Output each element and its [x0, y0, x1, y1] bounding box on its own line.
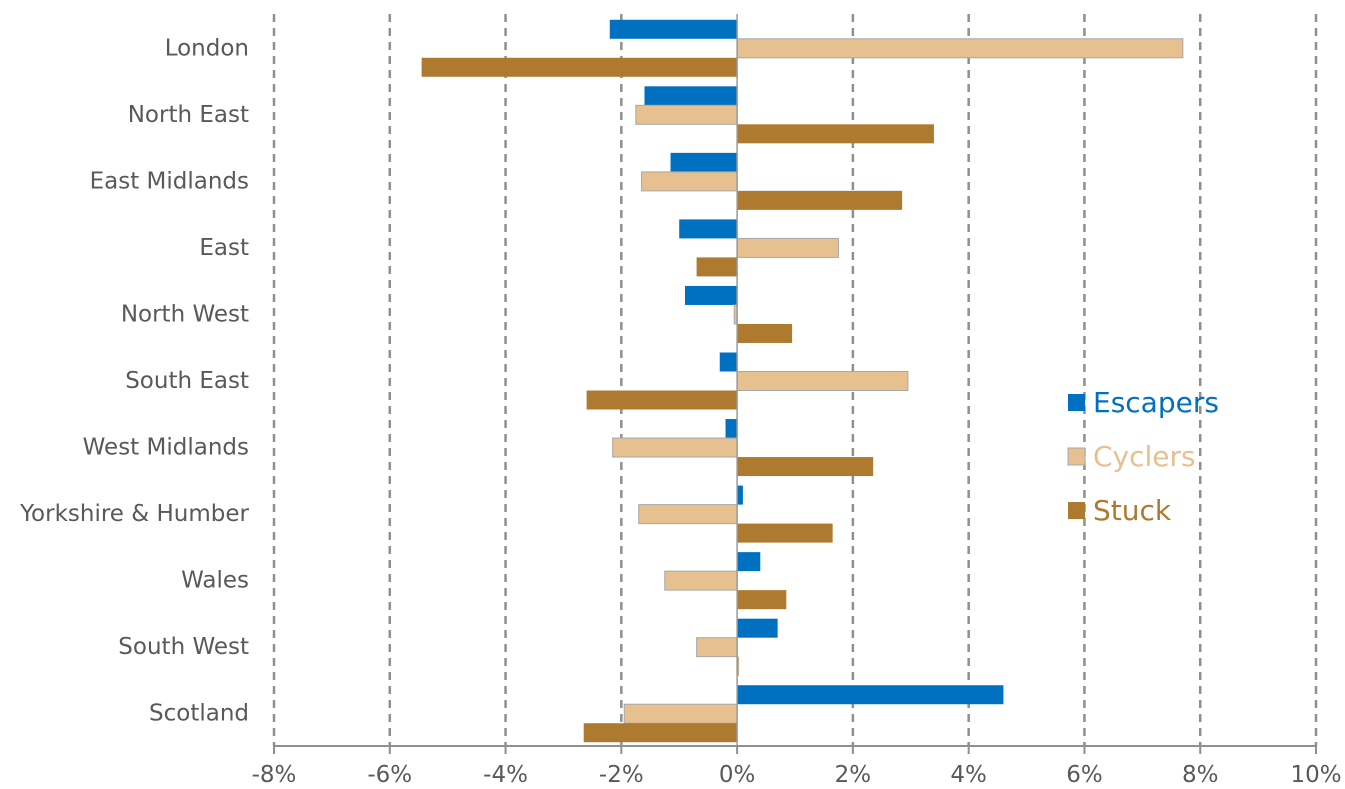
category-label: North West: [121, 301, 249, 327]
bar-cyclers-1: [635, 104, 738, 125]
bar-stuck-7: [737, 523, 833, 543]
bar-stuck-1: [737, 124, 934, 144]
bar-stuck-5: [586, 390, 738, 410]
bar-stuck-4: [737, 323, 793, 343]
legend: Escapers Cyclers Stuck: [1067, 386, 1219, 527]
category-label: West Midlands: [83, 435, 249, 461]
legend-label-escapers: Escapers: [1093, 386, 1219, 419]
bar-cyclers-10: [623, 703, 738, 724]
bar-cyclers-5: [736, 371, 909, 391]
bar-stuck-6: [737, 457, 874, 477]
bar-cyclers-3: [736, 237, 839, 258]
legend-label-cyclers: Cyclers: [1093, 440, 1196, 473]
bar-escapers-8: [737, 552, 761, 572]
bars: [421, 19, 1184, 743]
x-tick-label: 10%: [1290, 762, 1341, 788]
category-label: London: [165, 35, 249, 61]
x-tick-label: 2%: [835, 762, 872, 788]
category-label: Scotland: [149, 701, 249, 727]
bar-cyclers-7: [638, 504, 738, 525]
tick-labels: -8% -6% -4% -2% 0% 2% 4% 6% 8% 10%: [252, 762, 1342, 788]
legend-label-stuck: Stuck: [1093, 494, 1172, 527]
category-label: Yorkshire & Humber: [19, 501, 249, 527]
category-label: East Midlands: [90, 168, 249, 194]
bar-escapers-3: [679, 219, 738, 239]
bar-cyclers-8: [664, 570, 738, 591]
bar-escapers-9: [737, 618, 778, 638]
legend-swatch-stuck: [1068, 502, 1085, 519]
bar-cyclers-9: [696, 637, 738, 658]
bar-escapers-0: [609, 19, 738, 39]
category-labels: London North East East Midlands East North W…: [19, 35, 249, 726]
bar-stuck-10: [583, 723, 738, 743]
x-tick-label: 6%: [1066, 762, 1103, 788]
bar-cyclers-6: [612, 437, 738, 458]
x-tick-label: -6%: [367, 762, 412, 788]
legend-swatch-cyclers: [1067, 447, 1086, 466]
bar-stuck-8: [737, 590, 787, 610]
bar-escapers-7: [737, 485, 743, 505]
category-label: East: [199, 235, 249, 261]
axes: [273, 14, 1317, 754]
bar-stuck-2: [737, 190, 903, 210]
bar-escapers-6: [725, 419, 738, 439]
bar-stuck-0: [421, 57, 738, 77]
x-tick-label: 0%: [719, 762, 756, 788]
x-tick-label: -4%: [483, 762, 528, 788]
bar-escapers-4: [685, 285, 738, 305]
x-tick-label: 4%: [950, 762, 987, 788]
category-label: North East: [128, 102, 249, 128]
bar-escapers-10: [737, 685, 1004, 705]
legend-swatch-escapers: [1068, 394, 1085, 411]
x-tick-label: -8%: [252, 762, 297, 788]
category-label: South East: [125, 368, 249, 394]
bar-cyclers-2: [641, 171, 738, 192]
bar-escapers-1: [644, 86, 738, 106]
bar-escapers-2: [670, 152, 738, 172]
x-tick-label: -2%: [599, 762, 644, 788]
category-label: South West: [118, 634, 249, 660]
bar-escapers-5: [719, 352, 738, 372]
x-tick-label: 8%: [1182, 762, 1219, 788]
bar-cyclers-0: [736, 38, 1184, 59]
gridlines: [272, 14, 1318, 746]
bar-stuck-3: [696, 257, 738, 277]
category-label: Wales: [181, 568, 249, 594]
